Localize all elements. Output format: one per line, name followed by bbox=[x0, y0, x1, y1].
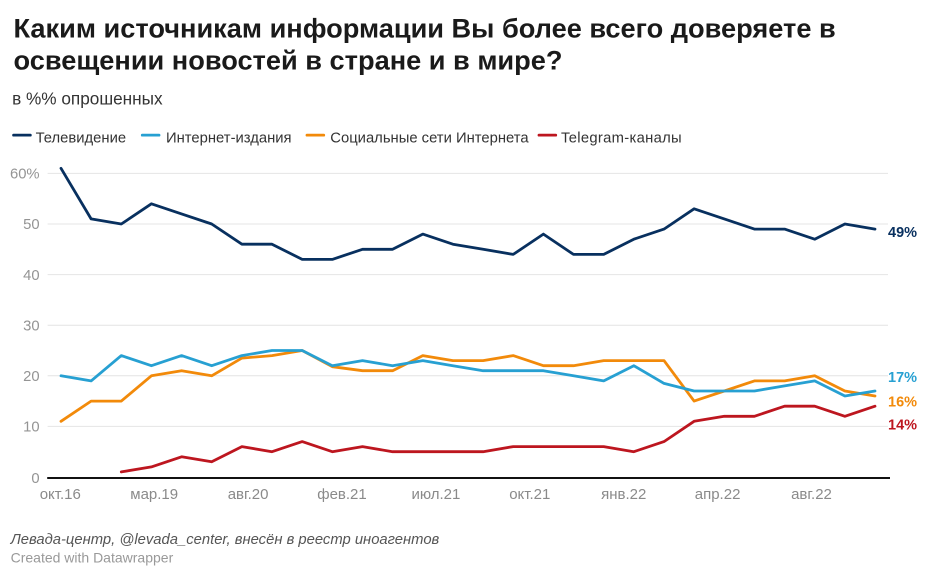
svg-text:30: 30 bbox=[23, 318, 39, 334]
svg-text:Каким источникам информации Вы: Каким источникам информации Вы более все… bbox=[14, 13, 836, 44]
svg-text:Телевидение: Телевидение bbox=[36, 131, 126, 147]
svg-text:40: 40 bbox=[23, 268, 39, 284]
svg-text:0: 0 bbox=[31, 471, 39, 487]
svg-text:Социальные сети Интернета: Социальные сети Интернета bbox=[330, 131, 529, 147]
svg-text:60%: 60% bbox=[10, 167, 40, 183]
svg-text:14%: 14% bbox=[888, 418, 917, 434]
svg-text:авг.22: авг.22 bbox=[791, 486, 832, 503]
svg-text:49%: 49% bbox=[888, 225, 917, 241]
svg-text:Telegram-каналы: Telegram-каналы bbox=[561, 131, 682, 147]
svg-text:окт.16: окт.16 bbox=[40, 486, 81, 503]
svg-text:мар.19: мар.19 bbox=[130, 486, 178, 503]
svg-text:20: 20 bbox=[23, 369, 39, 385]
svg-text:Левада-центр, @levada_center,: Левада-центр, @levada_center, внесён в р… bbox=[10, 532, 440, 548]
svg-text:Created with Datawrapper: Created with Datawrapper bbox=[11, 550, 174, 566]
svg-text:авг.20: авг.20 bbox=[228, 486, 269, 503]
svg-text:янв.22: янв.22 bbox=[601, 486, 646, 503]
svg-text:10: 10 bbox=[23, 420, 39, 436]
svg-text:июл.21: июл.21 bbox=[411, 486, 460, 503]
svg-text:освещении новостей в стране и: освещении новостей в стране и в мире? bbox=[14, 45, 563, 76]
svg-text:в %% опрошенных: в %% опрошенных bbox=[12, 89, 163, 109]
svg-text:16%: 16% bbox=[888, 395, 917, 411]
svg-text:окт.21: окт.21 bbox=[509, 486, 550, 503]
svg-text:Интернет-издания: Интернет-издания bbox=[166, 131, 292, 147]
svg-text:50: 50 bbox=[23, 217, 39, 233]
svg-text:фев.21: фев.21 bbox=[317, 486, 367, 503]
svg-text:17%: 17% bbox=[888, 370, 917, 386]
svg-text:апр.22: апр.22 bbox=[695, 486, 741, 503]
